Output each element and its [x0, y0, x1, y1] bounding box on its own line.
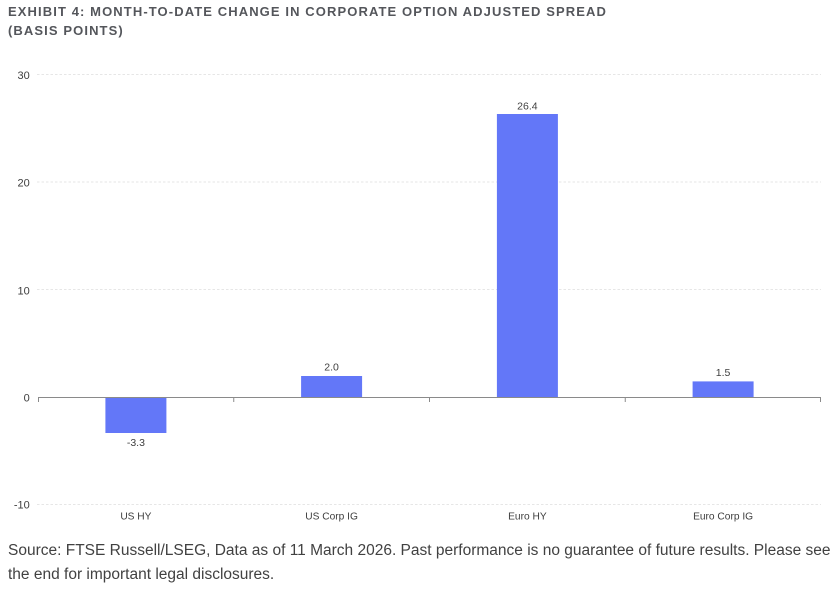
svg-text:Euro HY: Euro HY: [508, 512, 547, 523]
svg-text:US HY: US HY: [120, 512, 151, 523]
svg-text:-3.3: -3.3: [127, 437, 145, 449]
svg-text:20: 20: [18, 178, 30, 190]
svg-text:-10: -10: [14, 500, 30, 512]
svg-text:30: 30: [18, 70, 30, 82]
svg-text:0: 0: [24, 393, 30, 405]
svg-text:Euro Corp IG: Euro Corp IG: [693, 512, 753, 523]
svg-text:2.0: 2.0: [324, 362, 339, 374]
svg-text:26.4: 26.4: [517, 100, 538, 112]
svg-text:US Corp IG: US Corp IG: [305, 512, 358, 523]
svg-text:1.5: 1.5: [716, 367, 731, 379]
svg-text:10: 10: [18, 285, 30, 297]
